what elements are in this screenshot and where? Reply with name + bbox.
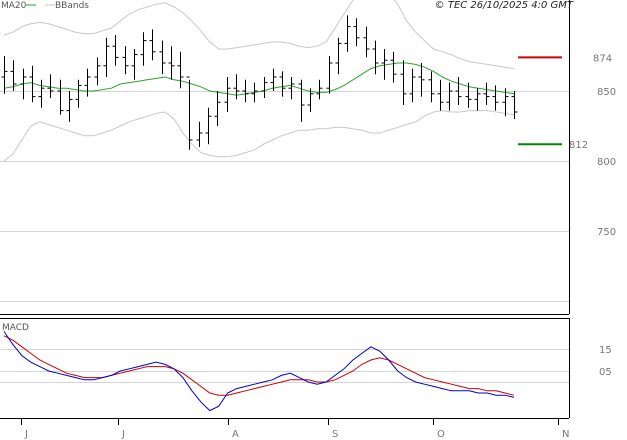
ohlc-bar [502, 88, 509, 117]
ohlc-bar [353, 18, 360, 47]
ohlc-bar [251, 82, 258, 103]
ohlc-bar [428, 71, 435, 103]
ohlc-bar [261, 77, 268, 98]
ohlc-bar [224, 77, 231, 112]
ohlc-bar [94, 57, 101, 86]
price-levels: 874 812 [518, 53, 612, 151]
ohlc-bar [390, 51, 397, 83]
ohlc-bar [446, 82, 453, 111]
ohlc-bar [122, 46, 129, 75]
ohlc-bar [511, 91, 518, 119]
ohlc-bar [335, 37, 342, 75]
ohlc-bar [186, 76, 193, 150]
price-gridlines [0, 91, 569, 302]
ohlc-bar [372, 40, 379, 75]
ohlc-bar [344, 15, 351, 52]
ohlc-bar [177, 51, 184, 89]
ohlc-bar [298, 79, 305, 122]
ohlc-bar [326, 56, 333, 94]
ohlc-bar [307, 88, 314, 112]
bband-lower-line [3, 110, 515, 162]
ohlc-bar [131, 49, 138, 80]
ohlc-bar [1, 56, 8, 94]
macd-tick-label: 15 [599, 345, 612, 356]
macd-line [3, 331, 515, 412]
ohlc-bar [159, 40, 166, 75]
macd-tick-label: 05 [599, 367, 612, 378]
ohlc-bar [205, 107, 212, 145]
resistance-label: 874 [593, 53, 612, 64]
ohlc-bars [1, 15, 518, 150]
macd-gridlines [0, 349, 569, 383]
ohlc-bar [465, 82, 472, 108]
x-tick-label: J [121, 429, 125, 440]
price-panel: 850 800 750 874 812 MA20 BBands © TEC 26/10… [0, 0, 616, 315]
ohlc-bar [84, 68, 91, 97]
ohlc-bar [47, 74, 54, 98]
ohlc-bar [242, 79, 249, 103]
price-tick-label: 850 [597, 87, 616, 98]
ohlc-bar [75, 79, 82, 108]
ohlc-bar [38, 79, 45, 108]
ohlc-bar [149, 29, 156, 61]
ohlc-bar [214, 91, 221, 126]
bband-upper-line [3, 0, 515, 70]
ohlc-bar [29, 65, 36, 103]
ohlc-bar [279, 71, 286, 97]
ohlc-bar [20, 68, 27, 100]
price-tick-label: 800 [597, 157, 616, 168]
ohlc-bar [233, 74, 240, 100]
x-tick-label: J [24, 429, 28, 440]
ohlc-bar [112, 35, 119, 66]
ohlc-bar [316, 79, 323, 100]
support-label: 812 [569, 140, 588, 151]
price-tick-label: 750 [597, 227, 616, 238]
ohlc-bar [409, 68, 416, 103]
copyright-text: © TEC 26/10/2025 4:0 GMT [435, 0, 574, 11]
ohlc-bar [455, 77, 462, 105]
legend-bbands-label: BBands [55, 1, 89, 11]
ohlc-bar [474, 88, 481, 111]
x-tick-label: N [562, 429, 569, 440]
ohlc-bar [437, 79, 444, 111]
ohlc-bar [288, 77, 295, 100]
ohlc-bar [57, 79, 64, 115]
x-tick-label: O [437, 429, 445, 440]
ohlc-bar [10, 60, 17, 91]
bollinger-bands [3, 0, 515, 162]
ohlc-bar [492, 85, 499, 111]
ohlc-bar [418, 63, 425, 97]
signal-line [3, 335, 515, 396]
macd-lines [3, 331, 515, 412]
price-axis-ticks: 850 800 750 [597, 87, 616, 238]
ma20-polyline [3, 62, 515, 96]
macd-label: MACD [2, 323, 29, 333]
ohlc-bar [103, 37, 110, 77]
ohlc-bar [196, 121, 203, 147]
ohlc-bar [363, 26, 370, 58]
ma20-line [3, 62, 515, 96]
x-tick-label: A [232, 429, 239, 440]
ohlc-bar [483, 82, 490, 105]
legend-ma20-label: MA20 [1, 1, 27, 11]
ohlc-bar [168, 46, 175, 80]
ohlc-bar [270, 68, 277, 91]
ohlc-bar [400, 60, 407, 105]
ohlc-bar [140, 32, 147, 66]
ohlc-bar [381, 49, 388, 80]
ohlc-bar [66, 91, 73, 122]
x-tick-label: S [332, 429, 338, 440]
legend: MA20 BBands [1, 1, 89, 11]
